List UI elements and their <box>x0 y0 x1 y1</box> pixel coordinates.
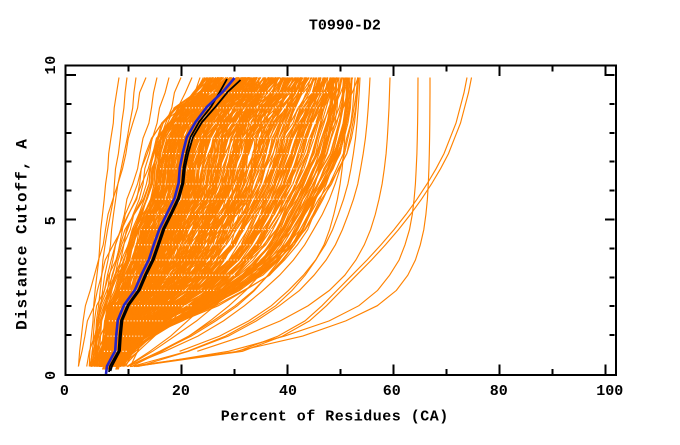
svg-text:T0990-D2: T0990-D2 <box>309 18 381 35</box>
svg-text:0: 0 <box>60 383 69 400</box>
svg-text:100: 100 <box>596 383 623 400</box>
svg-text:10: 10 <box>43 55 60 75</box>
svg-text:80: 80 <box>490 383 508 400</box>
svg-text:40: 40 <box>279 383 297 400</box>
svg-text:Distance Cutoff, A: Distance Cutoff, A <box>14 138 32 330</box>
svg-text:60: 60 <box>383 383 401 400</box>
svg-text:5: 5 <box>43 215 60 225</box>
svg-text:Percent of Residues (CA): Percent of Residues (CA) <box>221 409 449 426</box>
svg-text:0: 0 <box>43 370 60 380</box>
svg-text:20: 20 <box>172 383 190 400</box>
